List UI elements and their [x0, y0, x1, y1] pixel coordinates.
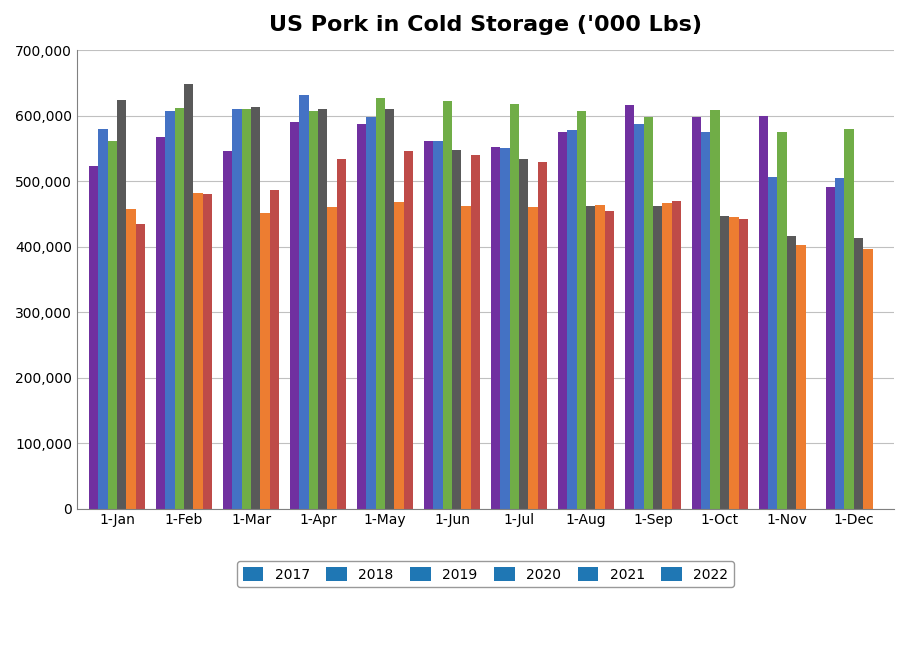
Bar	[223, 151, 233, 508]
Bar	[336, 159, 346, 508]
Bar	[135, 224, 145, 508]
Bar	[692, 117, 701, 508]
Bar	[576, 112, 586, 508]
Bar	[528, 207, 538, 508]
Bar	[357, 124, 366, 508]
Bar	[759, 116, 768, 508]
Bar	[604, 211, 614, 508]
Bar	[184, 84, 194, 508]
Bar	[175, 108, 184, 508]
Bar	[491, 147, 500, 508]
Bar	[126, 209, 135, 508]
Bar	[538, 162, 547, 508]
Bar	[844, 129, 854, 508]
Bar	[251, 107, 260, 508]
Bar	[443, 102, 452, 508]
Bar	[835, 178, 844, 508]
Bar	[299, 95, 309, 508]
Bar	[864, 249, 873, 508]
Bar	[194, 193, 203, 508]
Bar	[404, 150, 413, 508]
Bar	[634, 124, 644, 508]
Bar	[500, 148, 510, 508]
Bar	[787, 236, 796, 508]
Bar	[796, 245, 805, 508]
Bar	[462, 205, 471, 508]
Bar	[318, 110, 327, 508]
Bar	[290, 122, 299, 508]
Bar	[471, 155, 480, 508]
Bar	[385, 110, 395, 508]
Bar	[768, 178, 777, 508]
Bar	[777, 132, 787, 508]
Bar	[644, 117, 653, 508]
Bar	[558, 131, 567, 508]
Bar	[260, 213, 270, 508]
Legend: 2017, 2018, 2019, 2020, 2021, 2022: 2017, 2018, 2019, 2020, 2021, 2022	[237, 561, 734, 587]
Bar	[711, 110, 720, 508]
Bar	[89, 166, 98, 508]
Bar	[452, 150, 462, 508]
Bar	[309, 111, 318, 508]
Bar	[327, 207, 336, 508]
Bar	[270, 190, 279, 508]
Bar	[825, 187, 835, 508]
Bar	[242, 109, 251, 508]
Bar	[595, 205, 604, 508]
Bar	[653, 206, 663, 508]
Bar	[395, 202, 404, 508]
Bar	[739, 218, 748, 508]
Bar	[117, 100, 126, 508]
Bar	[107, 141, 117, 508]
Bar	[366, 117, 375, 508]
Bar	[434, 141, 443, 508]
Bar	[729, 217, 739, 508]
Bar	[519, 159, 528, 508]
Bar	[510, 104, 519, 508]
Bar	[624, 105, 634, 508]
Bar	[567, 129, 576, 508]
Bar	[98, 129, 107, 508]
Bar	[233, 110, 242, 508]
Bar	[701, 131, 711, 508]
Bar	[672, 201, 681, 508]
Bar	[720, 216, 729, 508]
Bar	[586, 206, 595, 508]
Bar	[854, 238, 864, 508]
Bar	[663, 203, 672, 508]
Bar	[156, 137, 165, 508]
Bar	[424, 141, 434, 508]
Bar	[165, 111, 175, 508]
Title: US Pork in Cold Storage ('000 Lbs): US Pork in Cold Storage ('000 Lbs)	[269, 15, 702, 35]
Bar	[375, 98, 385, 508]
Bar	[203, 195, 212, 508]
